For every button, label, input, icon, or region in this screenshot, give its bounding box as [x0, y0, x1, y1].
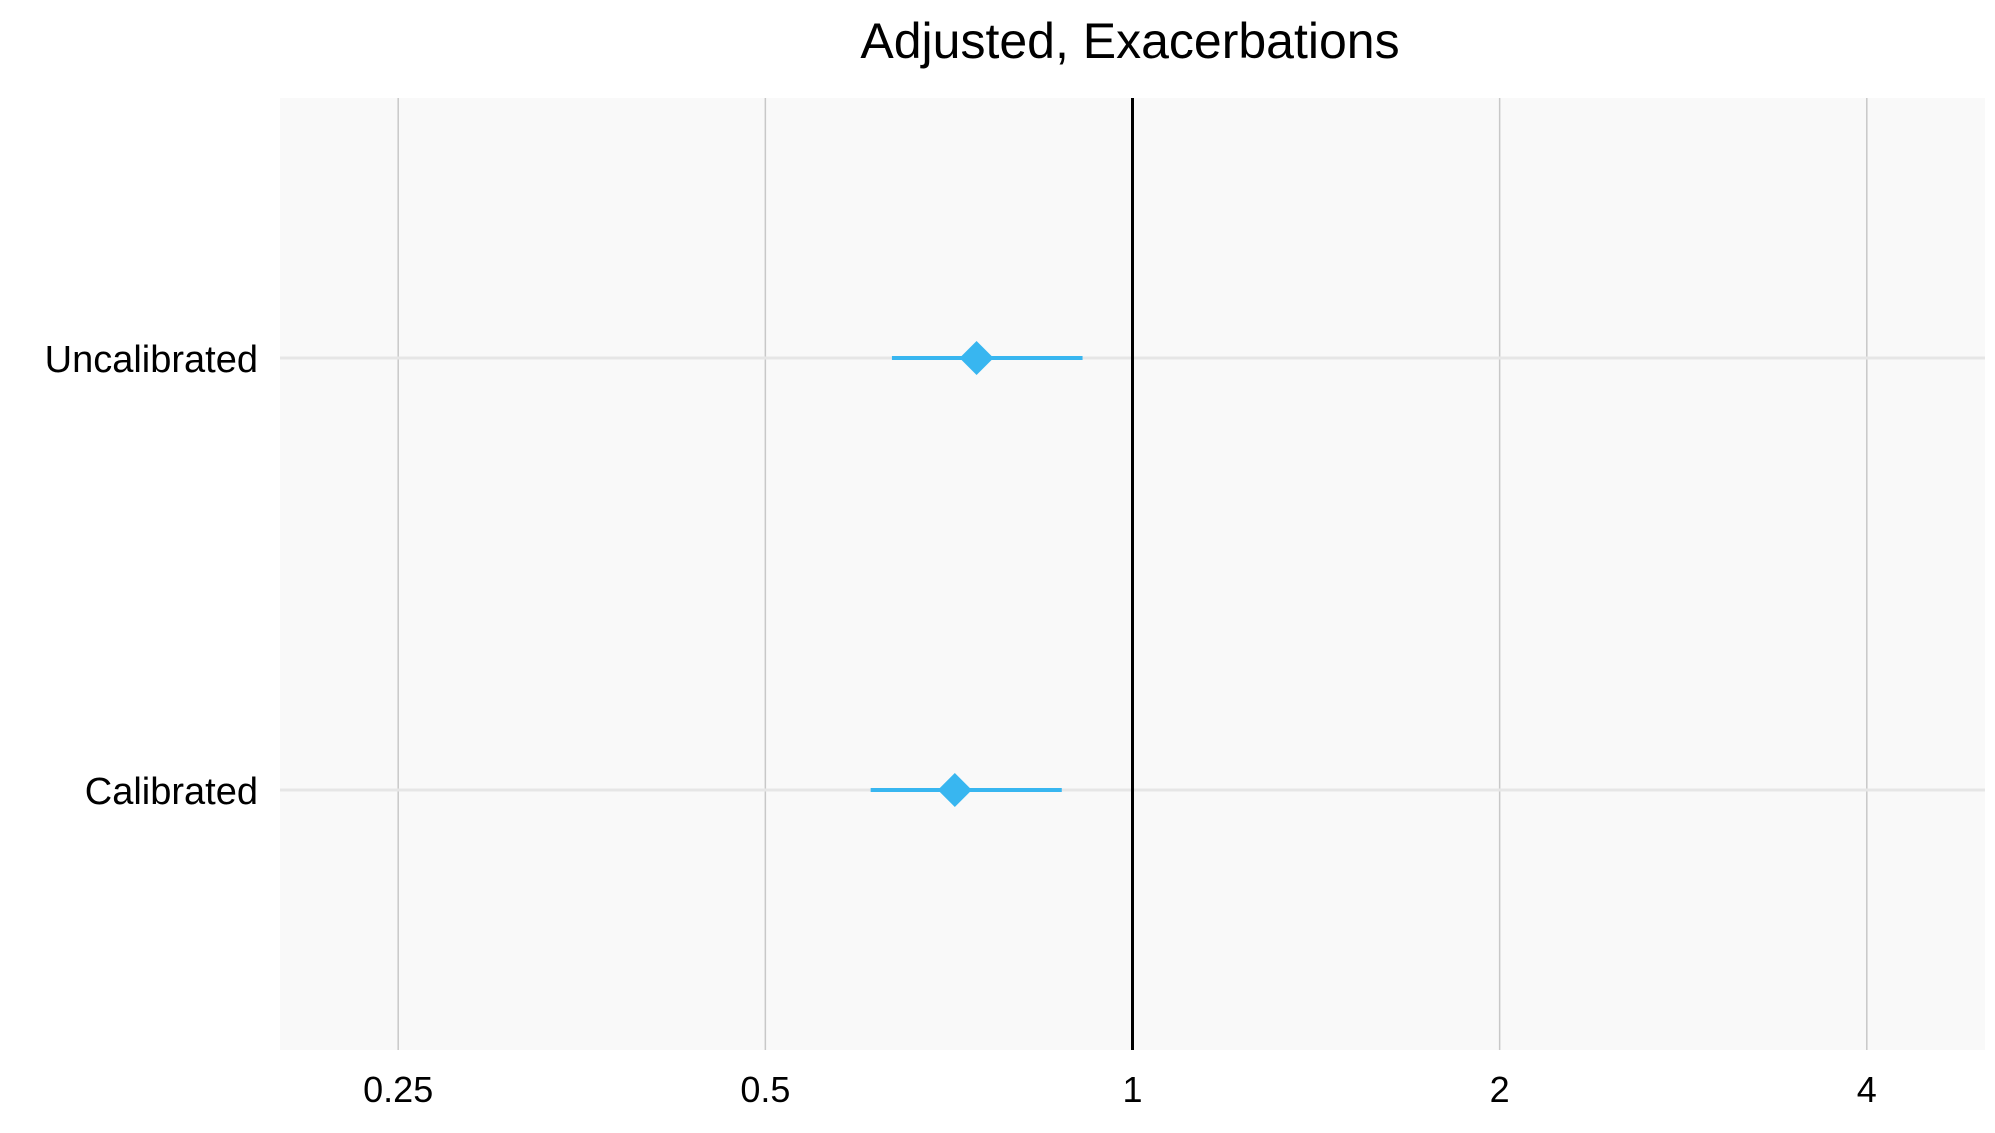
x-tick-label: 2	[1490, 1069, 1510, 1110]
x-tick-label: 0.25	[363, 1069, 433, 1110]
series-layer	[870, 341, 1083, 807]
x-tick-label: 4	[1857, 1069, 1877, 1110]
y-tick-label: Uncalibrated	[45, 339, 258, 381]
estimate-marker	[937, 773, 972, 807]
x-tick-label: 1	[1122, 1069, 1142, 1110]
x-tick-label: 0.5	[740, 1069, 790, 1110]
chart-title: Adjusted, Exacerbations	[860, 13, 1399, 69]
tick-label-layer: 0.25 0.5 1 2 4 Uncalibrated Calibrated	[45, 339, 1877, 1110]
estimate-marker	[959, 341, 994, 375]
y-tick-label: Calibrated	[85, 771, 258, 813]
